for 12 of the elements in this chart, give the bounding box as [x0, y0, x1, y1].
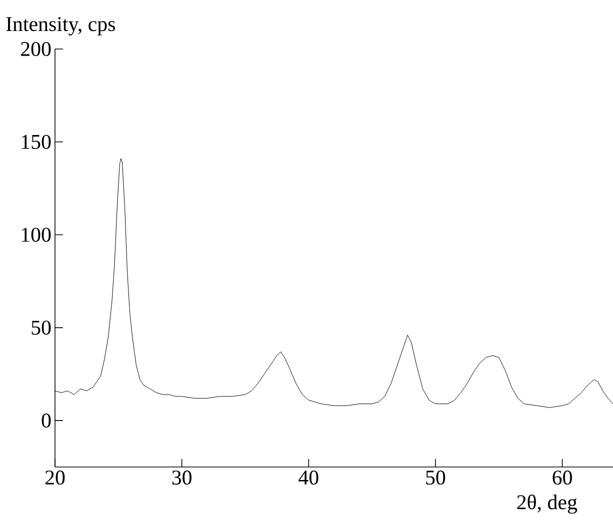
x-tick-label: 20 — [45, 470, 65, 485]
y-tick-label: 150 — [22, 134, 51, 149]
x-tick-label: 30 — [172, 470, 192, 485]
x-tick-label: 50 — [426, 470, 446, 485]
y-tick-label: 100 — [22, 228, 51, 242]
x-tick-label: 40 — [298, 470, 318, 485]
y-tick-label: 0 — [42, 414, 51, 428]
y-tick-label: 200 — [21, 42, 51, 56]
y-tick-label: 50 — [32, 320, 51, 335]
x-tick-label: 60 — [552, 470, 572, 485]
x-axis-title: 2θ, deg — [517, 494, 578, 514]
y-axis-title: Intensity, cps — [6, 17, 115, 36]
